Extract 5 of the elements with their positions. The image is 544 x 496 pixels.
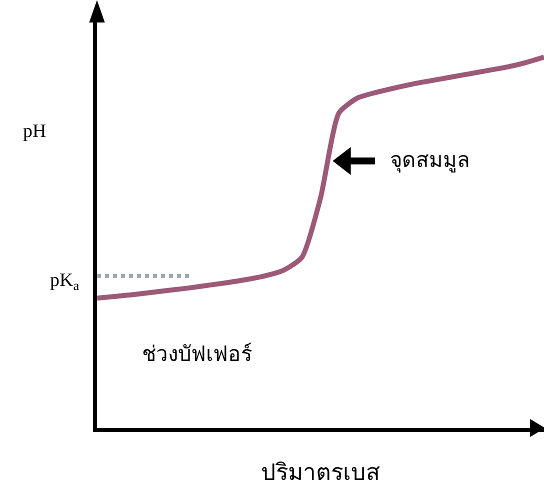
x-axis-title: ปริมาตรเบส (261, 460, 380, 485)
y-axis-title: pH (23, 121, 46, 142)
annotation: ช่วงบัฟเฟอร์ (142, 342, 252, 366)
annotation: จุดสมมูล (390, 148, 470, 173)
ref-line-label: pK$_{a}$ (50, 270, 80, 293)
